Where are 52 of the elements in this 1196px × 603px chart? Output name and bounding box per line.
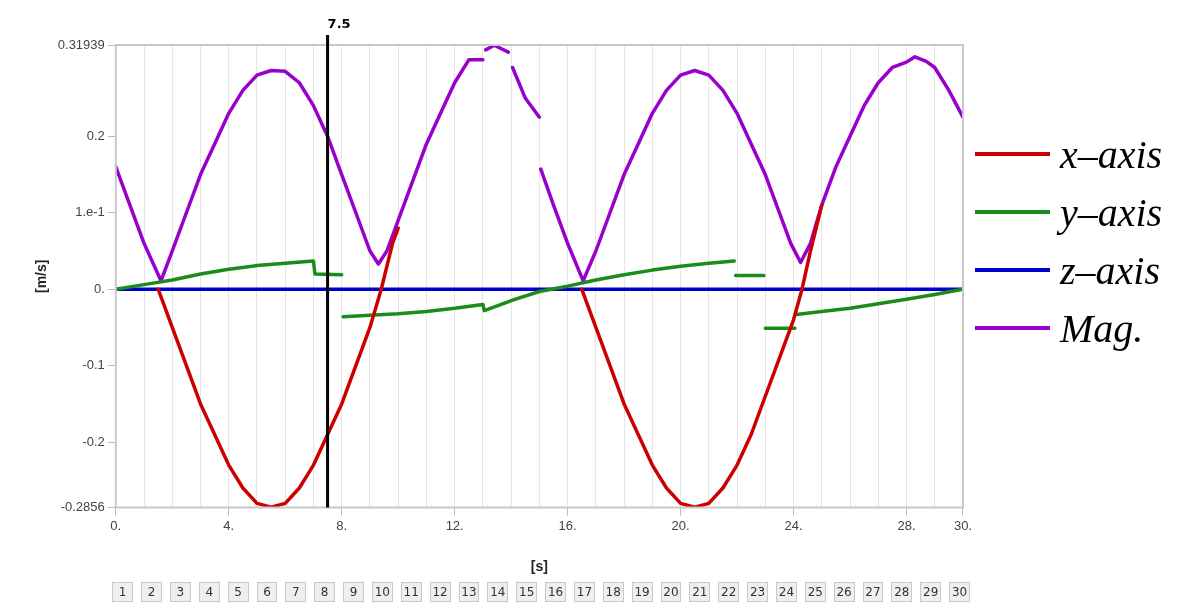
text: 22 (718, 582, 740, 602)
legend-label: Mag. (1060, 304, 1144, 352)
x-tick-label: 12. (445, 517, 464, 533)
x-axis-title: [s] (530, 558, 548, 575)
text: 1 (112, 582, 134, 602)
text: 5 (227, 582, 249, 602)
text: 26 (833, 582, 855, 602)
y-tick-label: 1.e-1 (75, 204, 105, 220)
y-tick-label: 0.2 (86, 127, 105, 143)
text: 9 (343, 582, 364, 602)
x-tick-label: 24. (784, 517, 803, 533)
y-tick-label: 0.31939 (57, 36, 105, 52)
text: 21 (689, 582, 711, 602)
text: 27 (862, 582, 884, 602)
text: 11 (400, 582, 422, 602)
y-tick-label: 0. (93, 280, 105, 296)
text: 2 (141, 582, 162, 602)
text: 29 (920, 582, 942, 602)
text: 14 (487, 582, 509, 602)
x-tick-label: 8. (336, 517, 348, 533)
text: 24 (775, 582, 797, 602)
x-tick-label: 30. (953, 517, 972, 533)
x-tick-label: 28. (897, 517, 916, 533)
x-tick-label: 16. (558, 517, 577, 533)
text: 18 (602, 582, 624, 602)
text: 6 (256, 582, 278, 602)
text: 13 (458, 582, 480, 602)
y-tick-label: -0.1 (82, 357, 105, 373)
text: 20 (660, 582, 682, 602)
x-tick-label: 0. (110, 517, 122, 533)
y-tick-label: -0.2856 (60, 499, 105, 515)
text: 17 (573, 582, 595, 602)
text: 19 (631, 582, 653, 602)
legend-label: z–axis (1060, 246, 1160, 294)
text: 3 (169, 582, 191, 602)
x-tick-label: 20. (671, 517, 690, 533)
text: 30 (949, 582, 970, 602)
text: 28 (891, 582, 913, 602)
text: 10 (371, 582, 393, 602)
text: 12 (429, 582, 451, 602)
y-tick-label: -0.2 (82, 433, 105, 449)
text: 16 (545, 582, 566, 602)
ref-line-label: 7.5 (327, 15, 351, 31)
legend-label: x–axis (1060, 130, 1163, 178)
text: 4 (198, 582, 220, 602)
text: 8 (314, 582, 336, 602)
text: 15 (516, 582, 538, 602)
x-tick-label: 4. (223, 517, 235, 533)
text: 7 (285, 582, 307, 602)
y-axis-title: [m/s] (33, 259, 50, 294)
text: 25 (804, 582, 826, 602)
text: 23 (747, 582, 768, 602)
